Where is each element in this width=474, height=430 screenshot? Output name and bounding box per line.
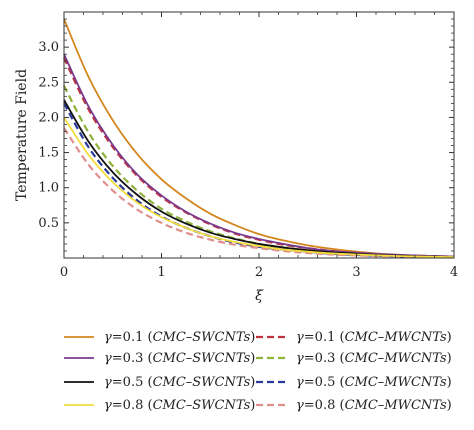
y-axis-label: Temperature Field	[14, 69, 30, 201]
legend-entry: γ=0.5 (CMC–SWCNTs)	[104, 375, 255, 390]
series-line-7	[63, 127, 455, 259]
x-axis-label: ξ	[255, 288, 264, 304]
series-line-2	[63, 53, 455, 258]
y-tick-label: 3.0	[38, 40, 59, 55]
axis-ticks: 0 1 2 3 4 0.5 1.0 1.5 2.0 2.5 3.0	[38, 12, 458, 280]
series-line-0	[63, 18, 455, 258]
x-tick-label: 2	[255, 265, 263, 280]
legend-entry: γ=0.1 (CMC–SWCNTs)	[104, 330, 255, 345]
x-tick-label: 4	[450, 265, 458, 280]
y-tick-label: 0.5	[38, 216, 59, 231]
legend-entry: γ=0.5 (CMC–MWCNTs)	[296, 375, 452, 390]
y-tick-label: 2.0	[38, 110, 59, 125]
series-line-6	[63, 116, 455, 258]
y-tick-label: 1.5	[38, 146, 59, 161]
legend-entry: γ=0.3 (CMC–SWCNTs)	[104, 351, 255, 366]
series-line-3	[63, 85, 455, 259]
y-tick-label: 1.0	[38, 181, 59, 196]
legend-entry: γ=0.8 (CMC–MWCNTs)	[296, 398, 452, 413]
y-tick-label: 2.5	[38, 75, 59, 90]
legend-entry: γ=0.3 (CMC–MWCNTs)	[296, 351, 452, 366]
x-tick-label: 3	[352, 265, 360, 280]
legend: γ=0.1 (CMC–SWCNTs) γ=0.1 (CMC–MWCNTs) γ=0.…	[64, 330, 452, 413]
legend-entry: γ=0.1 (CMC–MWCNTs)	[296, 330, 452, 345]
legend-entry: γ=0.8 (CMC–SWCNTs)	[104, 398, 255, 413]
plot-lines	[63, 18, 455, 259]
x-tick-label: 0	[60, 265, 68, 280]
x-tick-label: 1	[157, 265, 165, 280]
